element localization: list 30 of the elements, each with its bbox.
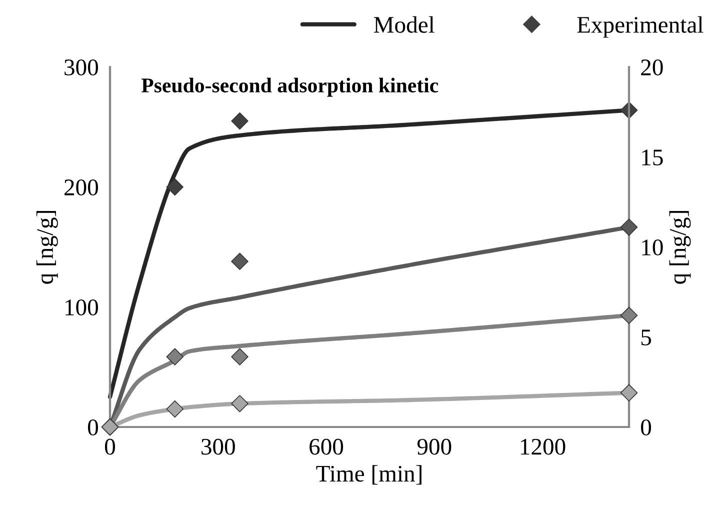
y2-tick-label: 20 xyxy=(641,59,663,76)
point xyxy=(166,178,184,196)
point xyxy=(166,348,184,366)
y-tick-label: 300 xyxy=(64,59,98,76)
y-axis-title: q [ng/g] xyxy=(36,211,58,284)
point xyxy=(231,348,248,366)
chart-title: Pseudo-second adsorption kinetic xyxy=(141,78,438,97)
point xyxy=(231,394,248,412)
x-tick-label: 1200 xyxy=(520,438,566,455)
y2-tick-label: 15 xyxy=(642,150,663,166)
point xyxy=(620,384,638,402)
x-tick-label: 600 xyxy=(310,438,344,455)
x-tick-label: 900 xyxy=(417,438,452,455)
y-tick-label: 200 xyxy=(64,179,98,196)
y-tick-label: 100 xyxy=(66,299,98,316)
point xyxy=(620,306,638,324)
x-axis-title: Time [min] xyxy=(316,465,422,485)
legend-label: Model xyxy=(374,16,434,33)
legend-label: Experimental xyxy=(577,16,704,38)
point xyxy=(231,252,248,270)
x-tick-label: 0 xyxy=(104,438,116,455)
y2-axis-title: q [ng/g] xyxy=(669,211,691,284)
point xyxy=(231,112,248,130)
y-tick-label: 0 xyxy=(88,419,98,436)
y2-tick-label: 10 xyxy=(642,239,663,256)
point xyxy=(166,400,184,418)
x-tick-label: 300 xyxy=(202,438,235,455)
y2-tick-label: 5 xyxy=(641,330,651,346)
y2-tick-label: 0 xyxy=(641,419,652,436)
point xyxy=(620,218,638,236)
